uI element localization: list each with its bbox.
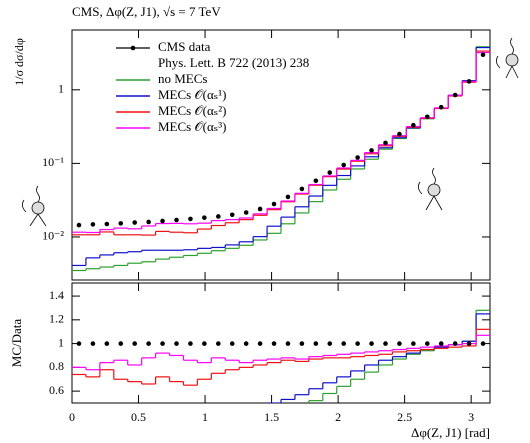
data-point xyxy=(452,341,458,346)
data-point xyxy=(383,140,388,146)
chart-title: CMS, Δφ(Z, J1), √s = 7 TeV xyxy=(72,4,221,19)
y-tick-label: 1 xyxy=(58,335,64,349)
data-point xyxy=(188,216,193,222)
data-point xyxy=(299,341,305,346)
data-point xyxy=(355,155,360,160)
x-tick-label: 0 xyxy=(69,410,75,424)
y-axis-label: MC/Data xyxy=(9,319,24,368)
data-point xyxy=(202,341,207,346)
data-point xyxy=(243,341,249,346)
plot-frame xyxy=(71,29,491,281)
data-point xyxy=(271,341,277,346)
data-point xyxy=(383,341,388,346)
x-tick-label: 3 xyxy=(468,410,474,424)
data-point xyxy=(229,212,235,218)
y-tick-label: 1.4 xyxy=(49,288,64,302)
data-point xyxy=(369,148,374,153)
data-point xyxy=(202,215,207,220)
data-point xyxy=(438,104,444,110)
data-point xyxy=(174,217,179,223)
x-tick-label: 1.5 xyxy=(264,410,279,424)
x-tick-label: 1 xyxy=(202,410,208,424)
data-point xyxy=(327,341,333,346)
data-point xyxy=(215,214,221,219)
data-point xyxy=(146,219,151,225)
plot-area xyxy=(72,309,490,403)
legend-label: MECs 𝒪(αₛ²) xyxy=(158,103,226,118)
y-axis-label: 1/σ dσ/dφ xyxy=(12,38,26,86)
data-point xyxy=(257,206,263,212)
plot-area xyxy=(72,46,490,272)
data-point xyxy=(313,341,319,346)
legend-label: MECs 𝒪(αₛ¹) xyxy=(158,87,226,102)
data-point xyxy=(397,131,402,137)
data-point xyxy=(369,341,374,346)
data-point xyxy=(132,341,138,346)
data-point xyxy=(411,122,416,128)
data-point xyxy=(104,341,110,346)
x-tick-label: 0.5 xyxy=(131,410,146,424)
diagram-icon xyxy=(22,185,47,227)
data-point xyxy=(424,341,430,346)
data-point xyxy=(146,341,151,346)
data-point xyxy=(132,220,138,225)
data-point xyxy=(285,194,291,200)
annotation: Phys. Lett. B 722 (2013) 238 xyxy=(158,55,309,70)
data-point xyxy=(313,178,319,184)
diagram-icon xyxy=(418,167,443,211)
data-point xyxy=(271,201,277,207)
data-point xyxy=(188,341,193,346)
data-point xyxy=(160,341,165,346)
data-point xyxy=(480,52,486,58)
data-point xyxy=(118,341,124,346)
data-point xyxy=(174,341,179,346)
data-point xyxy=(90,341,96,346)
data-point xyxy=(466,79,472,84)
data-point xyxy=(160,218,165,224)
data-point xyxy=(104,221,110,227)
data-point xyxy=(215,341,221,346)
data-point xyxy=(257,341,263,346)
diagram-icon xyxy=(496,37,519,79)
data-point xyxy=(466,341,472,346)
y-tick-label: 10⁻² xyxy=(42,229,64,243)
data-point xyxy=(299,186,305,192)
data-point xyxy=(397,341,402,346)
data-point xyxy=(424,114,430,120)
x-axis-label: Δφ(Z, J1) [rad] xyxy=(411,425,490,440)
legend-label: CMS data xyxy=(158,39,211,54)
data-point xyxy=(355,341,360,346)
x-tick-label: 2 xyxy=(335,410,341,424)
y-tick-label: 0.6 xyxy=(49,383,64,397)
data-point xyxy=(411,341,416,346)
legend-label: no MECs xyxy=(158,71,207,86)
data-point xyxy=(341,341,347,346)
x-tick-label: 2.5 xyxy=(397,410,412,424)
data-point xyxy=(229,341,235,346)
y-tick-label: 1 xyxy=(58,82,64,96)
data-point xyxy=(118,221,124,226)
data-point xyxy=(341,162,347,168)
legend-label: MECs 𝒪(αₛ³) xyxy=(158,119,226,134)
data-point xyxy=(76,222,82,228)
data-point xyxy=(480,341,486,346)
data-point xyxy=(90,222,96,227)
data-point xyxy=(76,341,82,346)
y-tick-label: 1.2 xyxy=(49,312,64,326)
legend-swatch xyxy=(130,45,136,51)
y-tick-label: 0.8 xyxy=(49,359,64,373)
data-point xyxy=(327,170,333,175)
data-point xyxy=(438,341,444,346)
data-point xyxy=(452,92,458,98)
data-point xyxy=(243,210,249,215)
data-point xyxy=(285,341,291,346)
y-tick-label: 10⁻¹ xyxy=(42,155,64,169)
